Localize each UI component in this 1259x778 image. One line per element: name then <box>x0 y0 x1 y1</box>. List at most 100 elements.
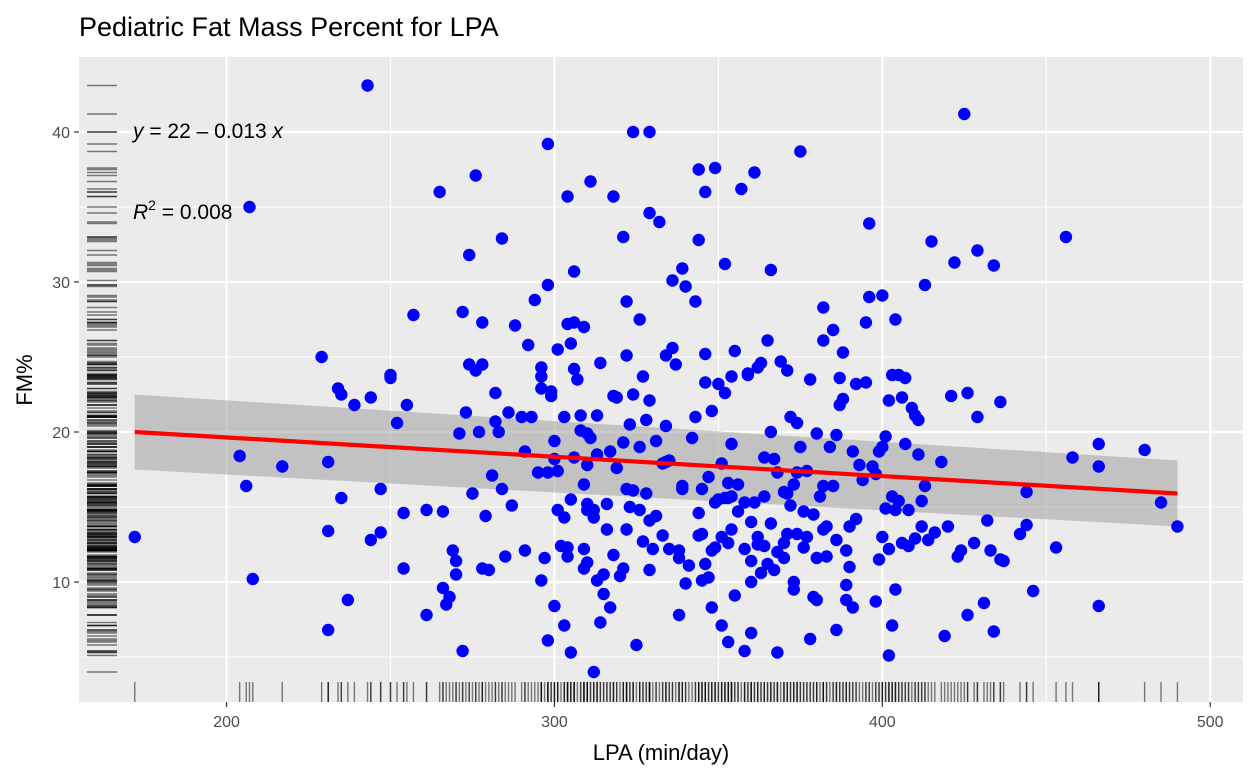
data-point <box>508 319 522 332</box>
data-point <box>620 523 633 536</box>
data-point <box>607 190 620 203</box>
data-point <box>1049 541 1063 554</box>
data-point <box>456 644 469 658</box>
data-point <box>610 461 623 475</box>
data-point <box>849 512 863 526</box>
data-point <box>561 190 574 203</box>
data-point <box>456 305 469 319</box>
data-point <box>348 398 361 412</box>
data-point <box>744 515 758 529</box>
data-point <box>610 391 623 404</box>
data-point <box>617 436 630 449</box>
data-point <box>731 478 745 491</box>
data-point <box>600 523 614 536</box>
y-tick-label: 30 <box>52 275 70 292</box>
data-point <box>836 346 850 359</box>
data-point <box>774 355 787 368</box>
data-point <box>626 125 640 139</box>
data-point <box>715 619 728 632</box>
data-point <box>640 413 653 427</box>
data-point <box>590 409 604 422</box>
data-point <box>535 361 548 374</box>
data-point <box>1092 437 1105 451</box>
data-point <box>790 527 804 541</box>
data-point <box>571 373 584 386</box>
data-point <box>987 259 1001 272</box>
data-point <box>623 500 637 514</box>
data-point <box>728 589 741 602</box>
x-tick-label: 500 <box>1197 714 1224 731</box>
data-point <box>925 235 938 248</box>
data-point <box>761 334 774 347</box>
data-point <box>810 551 823 565</box>
data-point <box>489 415 502 428</box>
data-point <box>607 548 620 562</box>
data-point <box>662 542 676 556</box>
data-point <box>364 533 378 547</box>
data-point <box>515 410 528 424</box>
data-point <box>636 370 650 383</box>
data-point <box>820 520 833 533</box>
equation-annotation: y = 22 – 0.013 x <box>131 120 285 143</box>
data-point <box>879 502 892 515</box>
data-point <box>548 599 561 613</box>
data-point <box>600 497 614 511</box>
data-point <box>643 394 656 407</box>
data-point <box>794 440 807 454</box>
data-point <box>767 452 781 466</box>
data-point <box>758 451 771 464</box>
data-point <box>541 137 555 151</box>
data-point <box>833 371 846 385</box>
r2-symbol: R <box>133 201 148 224</box>
data-point <box>846 601 860 614</box>
data-point <box>699 347 712 361</box>
data-point <box>341 593 355 607</box>
data-point <box>807 508 820 521</box>
data-point <box>594 356 607 370</box>
data-point <box>630 638 643 652</box>
data-point <box>823 440 837 454</box>
data-point <box>777 551 791 565</box>
data-point <box>915 520 928 533</box>
data-point <box>567 265 581 278</box>
r2-text: = 0.008 <box>156 201 232 224</box>
data-point <box>699 376 712 389</box>
data-point <box>620 349 633 362</box>
data-point <box>708 541 722 554</box>
data-points <box>128 79 1184 679</box>
data-point <box>787 583 800 596</box>
data-point <box>666 274 679 287</box>
data-point <box>728 344 741 358</box>
data-point <box>374 482 387 496</box>
data-point <box>817 479 830 493</box>
data-point <box>633 440 646 454</box>
data-point <box>541 466 555 479</box>
data-point <box>544 389 558 403</box>
x-tick-label: 300 <box>541 714 568 731</box>
data-point <box>918 479 932 493</box>
data-point <box>669 358 682 371</box>
data-point <box>744 554 758 568</box>
data-point <box>954 544 968 557</box>
data-point <box>672 608 686 622</box>
data-point <box>397 506 410 520</box>
data-point <box>1138 443 1151 457</box>
data-point <box>321 455 335 469</box>
data-point <box>636 535 650 548</box>
data-point <box>754 356 768 370</box>
data-point <box>577 478 591 491</box>
data-point <box>748 496 761 509</box>
data-point <box>800 530 814 544</box>
data-point <box>758 490 771 503</box>
data-point <box>803 632 817 646</box>
data-point <box>564 337 578 350</box>
data-point <box>466 487 479 500</box>
data-point <box>826 323 840 337</box>
data-point <box>679 577 692 590</box>
data-point <box>321 524 335 538</box>
r2-annotation: R2 = 0.008 <box>133 197 232 224</box>
data-point <box>984 544 997 557</box>
data-point <box>449 554 463 568</box>
data-point <box>564 493 578 506</box>
data-point <box>787 478 800 491</box>
